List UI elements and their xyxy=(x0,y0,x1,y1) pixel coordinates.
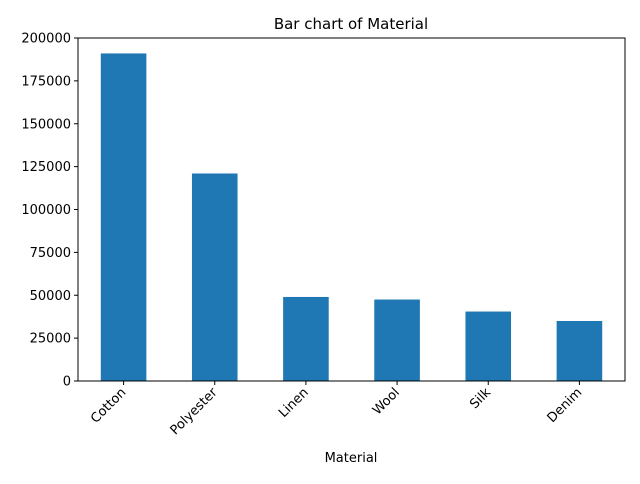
x-tick-label: Denim xyxy=(545,385,586,426)
bar-denim xyxy=(556,320,603,381)
bar-silk xyxy=(465,311,512,381)
bar-cotton xyxy=(100,53,147,382)
y-tick-label: 150000 xyxy=(21,117,71,132)
y-tick-label: 0 xyxy=(63,375,71,390)
y-tick-label: 100000 xyxy=(21,203,71,218)
bars-group xyxy=(100,53,603,382)
y-tick-label: 200000 xyxy=(21,32,71,47)
x-tick-label: Cotton xyxy=(88,385,129,426)
y-tick-label: 125000 xyxy=(21,160,71,175)
y-tick-label: 75000 xyxy=(30,246,71,261)
x-axis: Cotton Polyester Linen Wool Silk Denim xyxy=(88,381,585,438)
x-tick-label: Wool xyxy=(370,385,403,418)
x-axis-label: Material xyxy=(325,451,378,466)
y-tick-label: 175000 xyxy=(21,74,71,89)
chart-title: Bar chart of Material xyxy=(274,15,428,33)
x-tick-label: Silk xyxy=(467,385,494,412)
plot-frame xyxy=(77,37,626,382)
y-tick-label: 50000 xyxy=(30,289,71,304)
x-tick-label: Polyester xyxy=(168,385,221,438)
x-tick-label: Linen xyxy=(276,385,312,421)
y-axis: 0 25000 50000 75000 100000 125000 150000 175000… xyxy=(21,32,78,390)
bar-wool xyxy=(374,299,420,381)
y-tick-label: 25000 xyxy=(30,332,71,347)
bar-polyester xyxy=(191,173,238,381)
bar-linen xyxy=(283,296,329,381)
